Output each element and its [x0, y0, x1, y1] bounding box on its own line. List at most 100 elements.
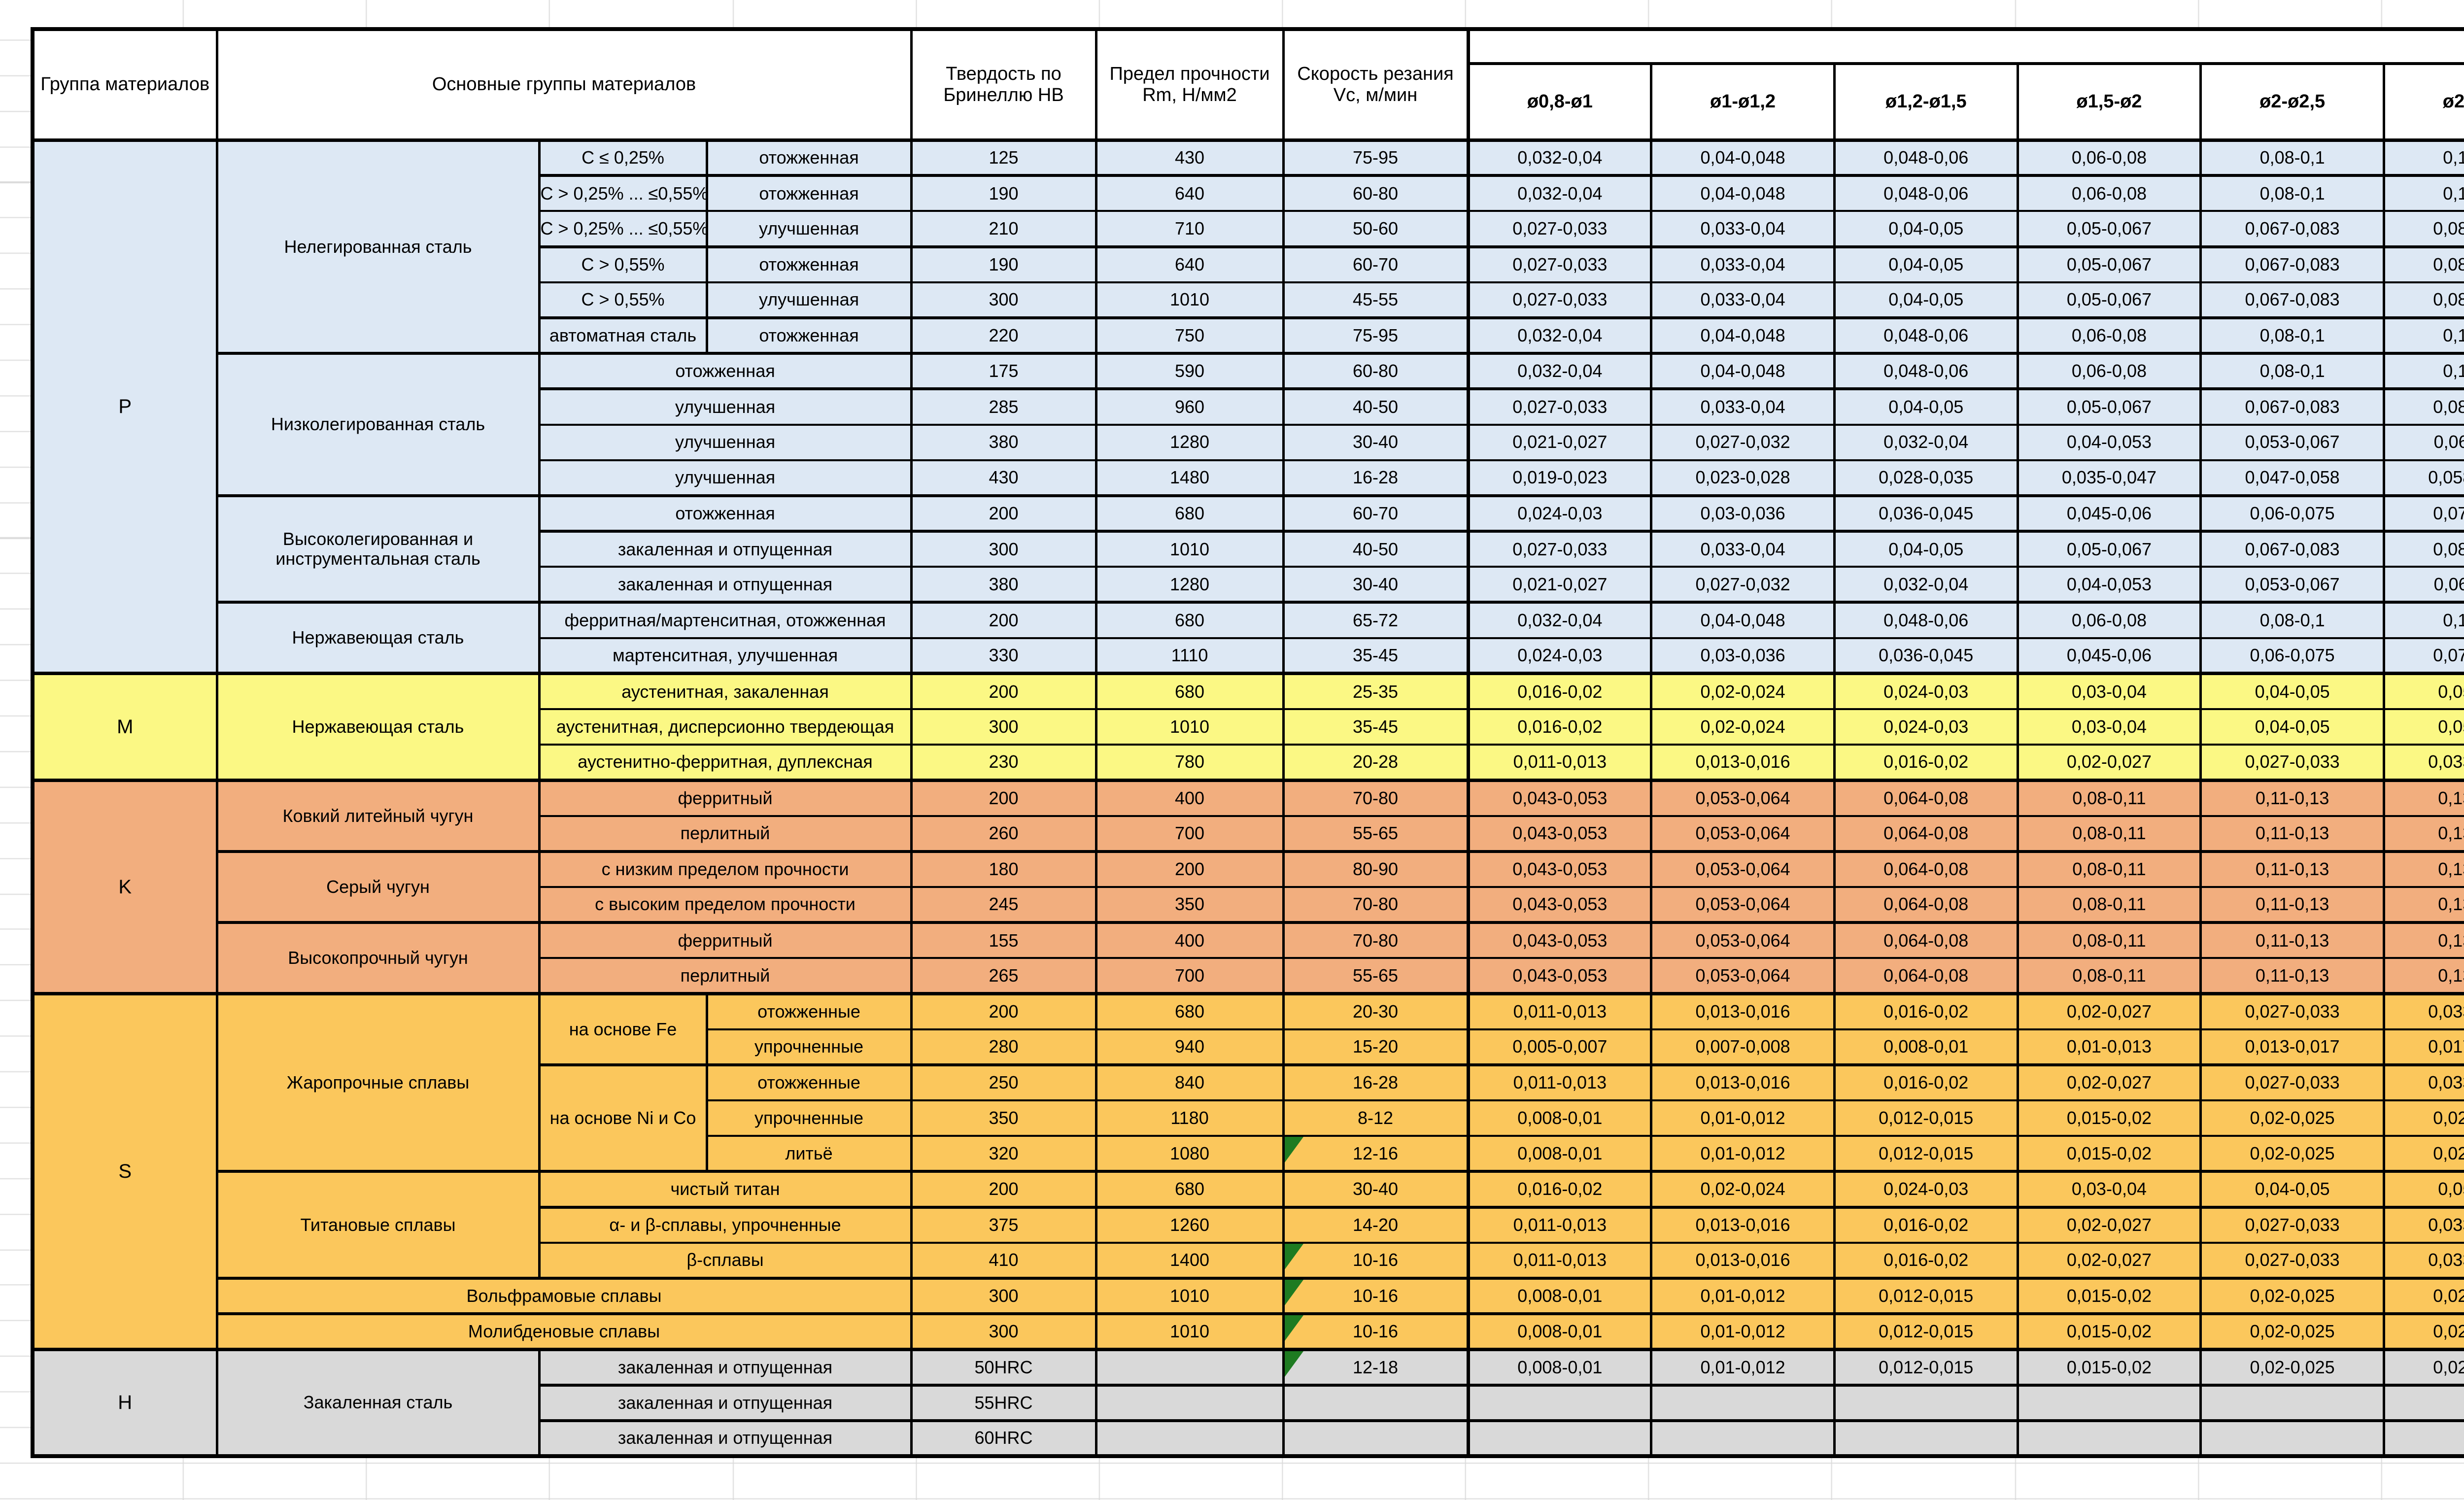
cell-state[interactable]: аустенитная, закаленная	[538, 672, 913, 711]
cell-feed-ø0,8-ø1[interactable]: 0,027-0,033	[1466, 245, 1653, 283]
cell-speed-vc[interactable]: 60-80	[1282, 352, 1470, 390]
cell-feed-ø2-ø2,5[interactable]: 0,02-0,025	[2199, 1312, 2385, 1351]
cell-feed-ø2,5-ø4[interactable]: 0,05-0,08	[2382, 708, 2464, 746]
cell-feed-ø1,2-ø1,5[interactable]	[1833, 1383, 2019, 1422]
cell-speed-vc[interactable]: 50-60	[1282, 210, 1470, 248]
cell-strength-rm[interactable]: 700	[1095, 815, 1285, 852]
cell-feed-ø1-ø1,2[interactable]: 0,013-0,016	[1650, 744, 1836, 782]
cell-state[interactable]: улучшенная	[538, 459, 913, 497]
cell-material-subtype[interactable]: C ≤ 0,25%	[538, 138, 708, 177]
cell-state[interactable]: закаленная и отпущенная	[538, 566, 913, 604]
cell-feed-ø1,2-ø1,5[interactable]: 0,064-0,08	[1833, 778, 2019, 817]
cell-feed-ø1,2-ø1,5[interactable]: 0,04-0,05	[1833, 530, 2019, 568]
cell-feed-ø1-ø1,2[interactable]: 0,033-0,04	[1650, 387, 1836, 426]
cell-hardness-hb[interactable]: 210	[910, 210, 1097, 248]
cell-feed-ø1,5-ø2[interactable]: 0,04-0,053	[2016, 566, 2202, 604]
cell-state[interactable]: литьё	[705, 1135, 913, 1173]
cell-feed-ø1,2-ø1,5[interactable]: 0,016-0,02	[1833, 744, 2019, 782]
cell-feed-ø2-ø2,5[interactable]: 0,027-0,033	[2199, 991, 2385, 1030]
cell-feed-ø1,2-ø1,5[interactable]: 0,048-0,06	[1833, 352, 2019, 390]
cell-material-subtype[interactable]: C > 0,55%	[538, 281, 708, 319]
cell-hardness-hb[interactable]: 300	[910, 530, 1097, 568]
cell-feed-ø1,2-ø1,5[interactable]: 0,04-0,05	[1833, 210, 2019, 248]
header-feed-title[interactable]: Подача Fn, мм/об	[1466, 28, 2464, 65]
cell-feed-ø1,2-ø1,5[interactable]: 0,028-0,035	[1833, 459, 2019, 497]
cell-feed-ø1,5-ø2[interactable]	[2016, 1419, 2202, 1457]
cell-material-name[interactable]: Нелегированная сталь	[215, 138, 541, 355]
cell-feed-ø1,5-ø2[interactable]: 0,045-0,06	[2016, 494, 2202, 533]
cell-feed-ø1-ø1,2[interactable]: 0,013-0,016	[1650, 1063, 1836, 1102]
cell-feed-ø1-ø1,2[interactable]: 0,053-0,064	[1650, 957, 1836, 995]
cell-state[interactable]: ферритный	[538, 778, 913, 817]
cell-feed-ø2,5-ø4[interactable]: 0,075-0,12	[2382, 637, 2464, 675]
cell-strength-rm[interactable]: 640	[1095, 174, 1285, 212]
cell-feed-ø1-ø1,2[interactable]	[1650, 1419, 1836, 1457]
cell-feed-ø0,8-ø1[interactable]: 0,008-0,01	[1466, 1276, 1653, 1315]
cell-speed-vc[interactable]: 30-40	[1282, 1170, 1470, 1208]
cell-feed-ø2-ø2,5[interactable]: 0,027-0,033	[2199, 1241, 2385, 1280]
cell-feed-ø1,5-ø2[interactable]: 0,02-0,027	[2016, 744, 2202, 782]
cell-speed-vc[interactable]: 35-45	[1282, 637, 1470, 675]
cell-feed-ø2-ø2,5[interactable]: 0,067-0,083	[2199, 281, 2385, 319]
cell-material-name[interactable]: Закаленная сталь	[215, 1347, 541, 1457]
cell-state[interactable]: отожженная	[705, 316, 913, 355]
cell-feed-ø2-ø2,5[interactable]: 0,06-0,075	[2199, 637, 2385, 675]
cell-feed-ø0,8-ø1[interactable]: 0,043-0,053	[1466, 778, 1653, 817]
cell-feed-ø0,8-ø1[interactable]: 0,011-0,013	[1466, 1241, 1653, 1280]
cell-state[interactable]: аустенитно-ферритная, дуплексная	[538, 744, 913, 782]
cell-feed-ø1-ø1,2[interactable]: 0,013-0,016	[1650, 1205, 1836, 1244]
cell-hardness-hb[interactable]: 190	[910, 245, 1097, 283]
cell-feed-ø1-ø1,2[interactable]: 0,01-0,012	[1650, 1135, 1836, 1173]
cell-feed-ø1-ø1,2[interactable]: 0,04-0,048	[1650, 601, 1836, 639]
cell-feed-ø2,5-ø4[interactable]: 0,033-0,053	[2382, 1241, 2464, 1280]
cell-material-name[interactable]: Нержавеющая сталь	[215, 601, 541, 675]
cell-strength-rm[interactable]: 840	[1095, 1063, 1285, 1102]
cell-feed-ø1,2-ø1,5[interactable]: 0,032-0,04	[1833, 423, 2019, 461]
cell-feed-ø2-ø2,5[interactable]: 0,11-0,13	[2199, 921, 2385, 959]
cell-feed-ø2,5-ø4[interactable]: 0,025-0,04	[2382, 1276, 2464, 1315]
cell-hardness-hb[interactable]: 250	[910, 1063, 1097, 1102]
cell-feed-ø0,8-ø1[interactable]: 0,021-0,027	[1466, 566, 1653, 604]
cell-hardness-hb[interactable]: 200	[910, 494, 1097, 533]
cell-feed-ø2-ø2,5[interactable]: 0,04-0,05	[2199, 1170, 2385, 1208]
cell-strength-rm[interactable]: 1080	[1095, 1135, 1285, 1173]
cell-strength-rm[interactable]: 400	[1095, 778, 1285, 817]
cell-feed-ø1,5-ø2[interactable]: 0,045-0,06	[2016, 637, 2202, 675]
cell-feed-ø1-ø1,2[interactable]: 0,053-0,064	[1650, 886, 1836, 924]
cell-state[interactable]: с низким пределом прочности	[538, 850, 913, 888]
cell-feed-ø0,8-ø1[interactable]: 0,011-0,013	[1466, 1063, 1653, 1102]
cell-feed-ø2,5-ø4[interactable]: 0,05-0,08	[2382, 672, 2464, 711]
cell-feed-ø2-ø2,5[interactable]: 0,02-0,025	[2199, 1099, 2385, 1137]
cell-hardness-hb[interactable]: 380	[910, 566, 1097, 604]
header-tensile-strength[interactable]: Предел прочности Rm, Н/мм2	[1095, 28, 1285, 141]
cell-strength-rm[interactable]: 400	[1095, 921, 1285, 959]
cell-feed-ø2-ø2,5[interactable]: 0,067-0,083	[2199, 210, 2385, 248]
cell-feed-ø1-ø1,2[interactable]: 0,04-0,048	[1650, 174, 1836, 212]
cell-speed-vc[interactable]: 70-80	[1282, 886, 1470, 924]
cell-feed-ø1,2-ø1,5[interactable]: 0,064-0,08	[1833, 886, 2019, 924]
cell-feed-ø2-ø2,5[interactable]: 0,08-0,1	[2199, 601, 2385, 639]
cell-feed-ø1,2-ø1,5[interactable]: 0,048-0,06	[1833, 601, 2019, 639]
cell-speed-vc[interactable]: 40-50	[1282, 387, 1470, 426]
cell-group-S[interactable]: S	[31, 992, 218, 1351]
cell-feed-ø1,2-ø1,5[interactable]: 0,048-0,06	[1833, 174, 2019, 212]
cell-feed-ø1-ø1,2[interactable]: 0,03-0,036	[1650, 637, 1836, 675]
cell-feed-ø1,2-ø1,5[interactable]: 0,016-0,02	[1833, 991, 2019, 1030]
cell-speed-vc[interactable]: 55-65	[1282, 815, 1470, 852]
cell-feed-ø2-ø2,5[interactable]: 0,11-0,13	[2199, 778, 2385, 817]
cell-hardness-hb[interactable]: 220	[910, 316, 1097, 355]
cell-feed-ø1-ø1,2[interactable]: 0,053-0,064	[1650, 921, 1836, 959]
cell-material-name[interactable]: Ковкий литейный чугун	[215, 778, 541, 852]
cell-hardness-hb[interactable]: 350	[910, 1099, 1097, 1137]
cell-group-K[interactable]: K	[31, 778, 218, 995]
cell-feed-ø2,5-ø4[interactable]: 0,1-0,16	[2382, 352, 2464, 390]
cell-strength-rm[interactable]: 940	[1095, 1028, 1285, 1066]
cell-group-M[interactable]: M	[31, 672, 218, 782]
cell-state[interactable]: отожженные	[705, 1063, 913, 1102]
cell-strength-rm[interactable]: 680	[1095, 1170, 1285, 1208]
cell-speed-vc[interactable]: 15-20	[1282, 1028, 1470, 1066]
cell-feed-ø1,5-ø2[interactable]: 0,06-0,08	[2016, 138, 2202, 177]
cell-strength-rm[interactable]	[1095, 1347, 1285, 1386]
cell-state[interactable]: отожженные	[705, 991, 913, 1030]
cell-feed-ø2,5-ø4[interactable]: 0,075-0,12	[2382, 494, 2464, 533]
